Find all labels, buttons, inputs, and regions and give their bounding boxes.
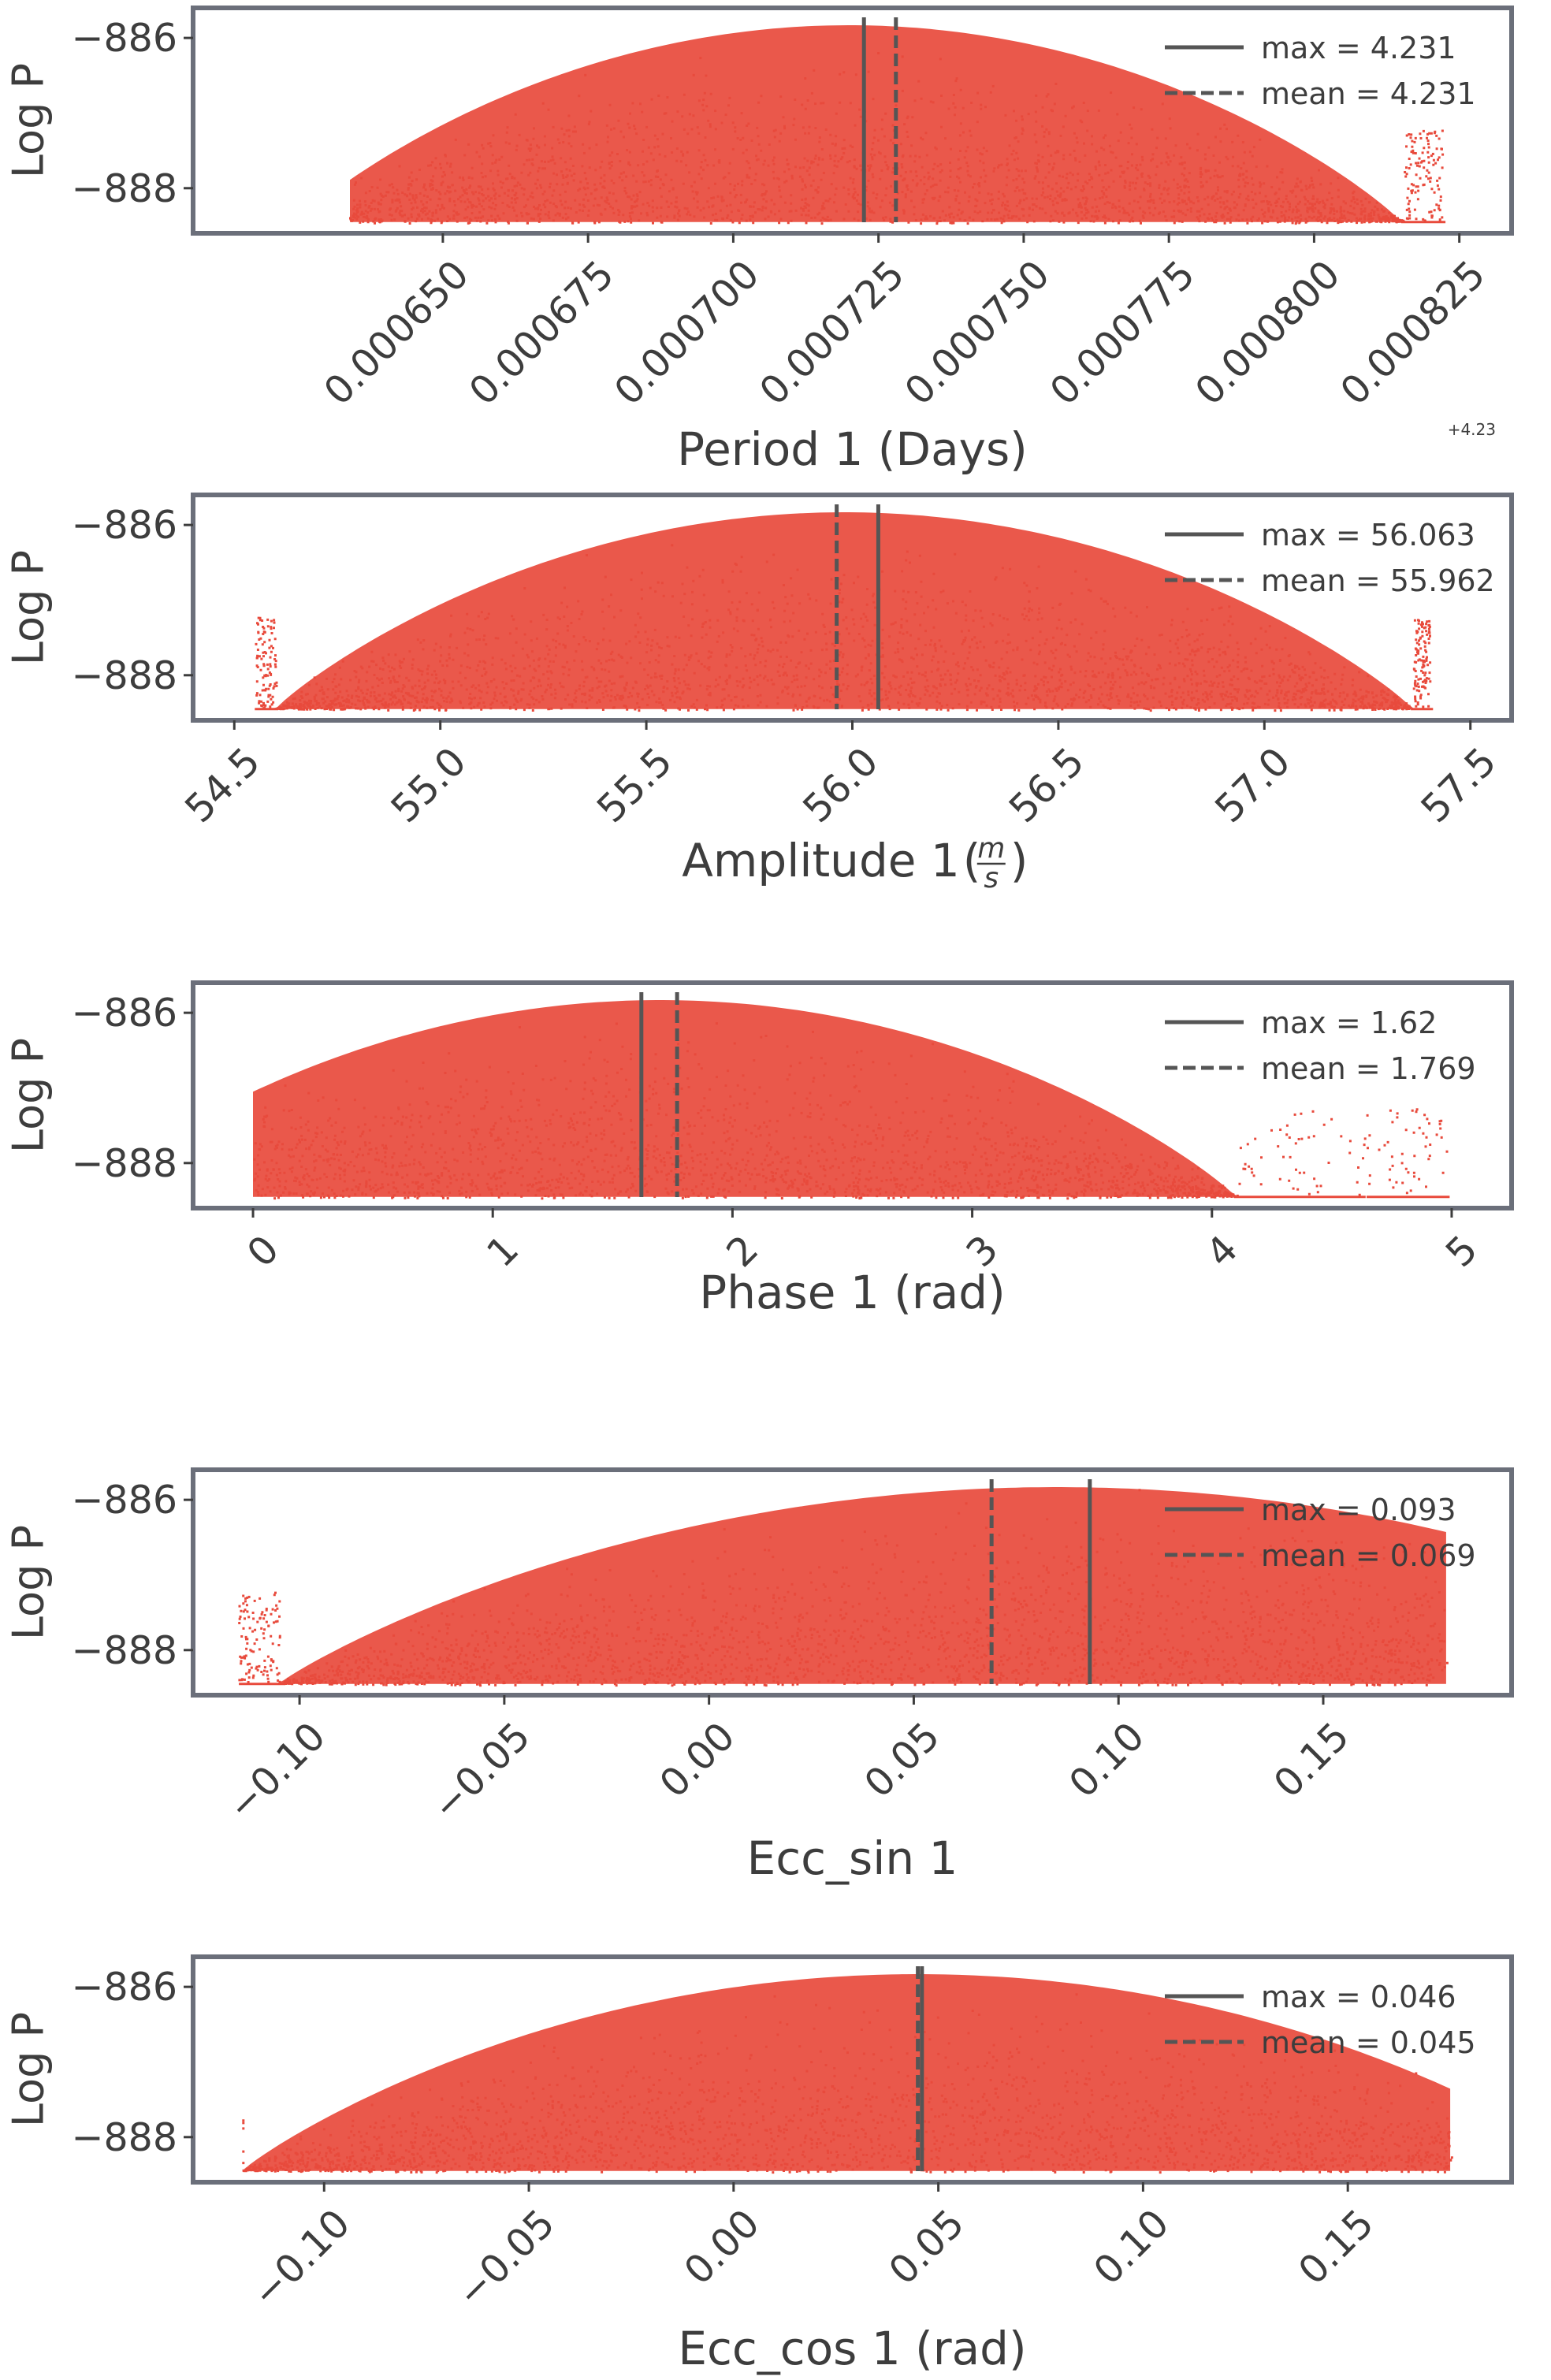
- axes-frame: [191, 1467, 1514, 1698]
- y-tick-label: −886: [71, 991, 177, 1036]
- legend-max-label: max = 4.231: [1261, 31, 1456, 65]
- legend-max-label: max = 0.093: [1261, 1493, 1456, 1527]
- subplot-4: −886 −888 −0.10 −0.05 0.00 0.05 0.10 0.15 Ecc_si…: [4, 1467, 1514, 1885]
- subplot-5: −886 −888 −0.10 −0.05 0.00 0.05 0.10 0.15 Ecc_co…: [4, 1954, 1514, 2375]
- sample-scatter: [238, 1489, 1449, 1687]
- x-tick-label: 0: [239, 1227, 288, 1276]
- legend-mean-label: mean = 1.769: [1261, 1051, 1476, 1086]
- y-axis-label: Log P: [4, 2012, 54, 2127]
- x-tick-label: 0.00: [675, 2201, 768, 2293]
- sample-points: [238, 1487, 1449, 1687]
- x-tick-label: −0.05: [448, 2201, 563, 2316]
- legend: max = 0.046 mean = 0.045: [1165, 1980, 1476, 2060]
- y-tick-label: −888: [71, 166, 177, 211]
- legend-mean-label: mean = 55.962: [1261, 563, 1495, 598]
- x-tick-label: 0.15: [1290, 2201, 1382, 2293]
- y-tick-label: −886: [71, 503, 177, 548]
- y-tick-label: −888: [71, 1141, 177, 1186]
- x-tick-label: 0.05: [856, 1714, 948, 1806]
- legend-max-label: max = 56.063: [1261, 518, 1475, 552]
- subplot-1: −886 −888 0.0006500.0006750.0007000.000725…: [4, 6, 1514, 476]
- x-tick-label: 0.15: [1265, 1714, 1357, 1806]
- legend-max-label: max = 0.046: [1261, 1980, 1456, 2014]
- axes-frame: [191, 1954, 1514, 2185]
- sample-density: [253, 1000, 1447, 1197]
- x-tick-label: 0.00: [651, 1714, 743, 1806]
- sample-density: [255, 512, 1430, 709]
- sample-scatter: [349, 52, 1446, 225]
- x-tick-label: −0.10: [219, 1714, 334, 1829]
- x-axis-label: Phase 1 (rad): [699, 1266, 1005, 1319]
- axes-frame: [191, 6, 1514, 236]
- legend-mean-label: mean = 0.069: [1261, 1538, 1476, 1573]
- x-tick-label: 0.10: [1085, 2201, 1177, 2293]
- legend: max = 4.231 mean = 4.231: [1165, 31, 1476, 111]
- x-tick-label: 0.000675: [460, 252, 623, 415]
- y-tick-label: −886: [71, 16, 177, 61]
- x-offset-text: +4.23: [1448, 420, 1496, 439]
- x-tick-label: 0.000750: [896, 252, 1058, 415]
- x-tick-label: 0.000775: [1041, 252, 1203, 415]
- y-tick-label: −886: [71, 1478, 177, 1523]
- x-tick-label: 5: [1438, 1227, 1486, 1276]
- unit-denominator: s: [984, 862, 999, 894]
- x-axis-label: Ecc_sin 1: [747, 1831, 958, 1885]
- x-tick-label: 0.000825: [1332, 252, 1494, 415]
- x-tick-label: 57.0: [1207, 739, 1299, 831]
- x-tick-label: 55.0: [382, 739, 474, 831]
- sample-density: [242, 1974, 1451, 2171]
- x-tick-label: 55.5: [589, 739, 681, 831]
- x-tick-label: 0.000700: [606, 252, 768, 415]
- y-tick-label: −888: [71, 2115, 177, 2160]
- x-tick-label: 0.000800: [1187, 252, 1349, 415]
- x-tick-label: 0.05: [880, 2201, 973, 2293]
- y-axis-label: Log P: [4, 550, 54, 665]
- y-axis-label: Log P: [4, 63, 54, 178]
- x-axis-label: Amplitude 1: [682, 834, 960, 887]
- x-tick-label: 56.5: [1000, 739, 1092, 831]
- sample-points: [255, 512, 1434, 712]
- legend: max = 1.62 mean = 1.769: [1165, 1006, 1476, 1086]
- y-tick-label: −886: [71, 1965, 177, 2010]
- y-tick-label: −888: [71, 1628, 177, 1673]
- legend: max = 0.093 mean = 0.069: [1165, 1493, 1476, 1573]
- sample-points: [242, 1974, 1453, 2174]
- x-tick-label: −0.05: [423, 1714, 538, 1829]
- y-axis-label: Log P: [4, 1038, 54, 1153]
- x-tick-label: 56.0: [794, 739, 887, 831]
- sample-points: [349, 25, 1446, 225]
- unit-numerator: m: [977, 832, 1005, 865]
- sample-points: [253, 1000, 1450, 1200]
- x-axis-label: Ecc_cos 1 (rad): [678, 2322, 1026, 2375]
- sample-scatter: [242, 1993, 1453, 2174]
- x-tick-label: −0.10: [244, 2201, 359, 2316]
- x-tick-label: 57.5: [1412, 739, 1505, 831]
- legend: max = 56.063 mean = 55.962: [1165, 518, 1495, 598]
- legend-max-label: max = 1.62: [1261, 1006, 1437, 1040]
- legend-mean-label: mean = 0.045: [1261, 2025, 1476, 2060]
- y-axis-label: Log P: [4, 1525, 54, 1640]
- legend-mean-label: mean = 4.231: [1261, 76, 1476, 111]
- x-tick-label: 1: [478, 1227, 527, 1276]
- unit-paren-right: ): [1010, 834, 1028, 887]
- x-axis-label: Period 1 (Days): [677, 422, 1028, 476]
- x-tick-label: 4: [1197, 1227, 1246, 1276]
- unit-paren-left: (: [963, 834, 981, 887]
- sample-scatter: [255, 544, 1434, 712]
- sample-scatter: [253, 1022, 1450, 1200]
- axes-frame: [191, 980, 1514, 1210]
- x-tick-label: 0.000725: [751, 252, 913, 415]
- y-tick-label: −888: [71, 653, 177, 698]
- x-tick-label: 0.000650: [315, 252, 478, 415]
- x-tick-label: 54.5: [177, 739, 269, 831]
- x-tick-label: 0.10: [1061, 1714, 1153, 1806]
